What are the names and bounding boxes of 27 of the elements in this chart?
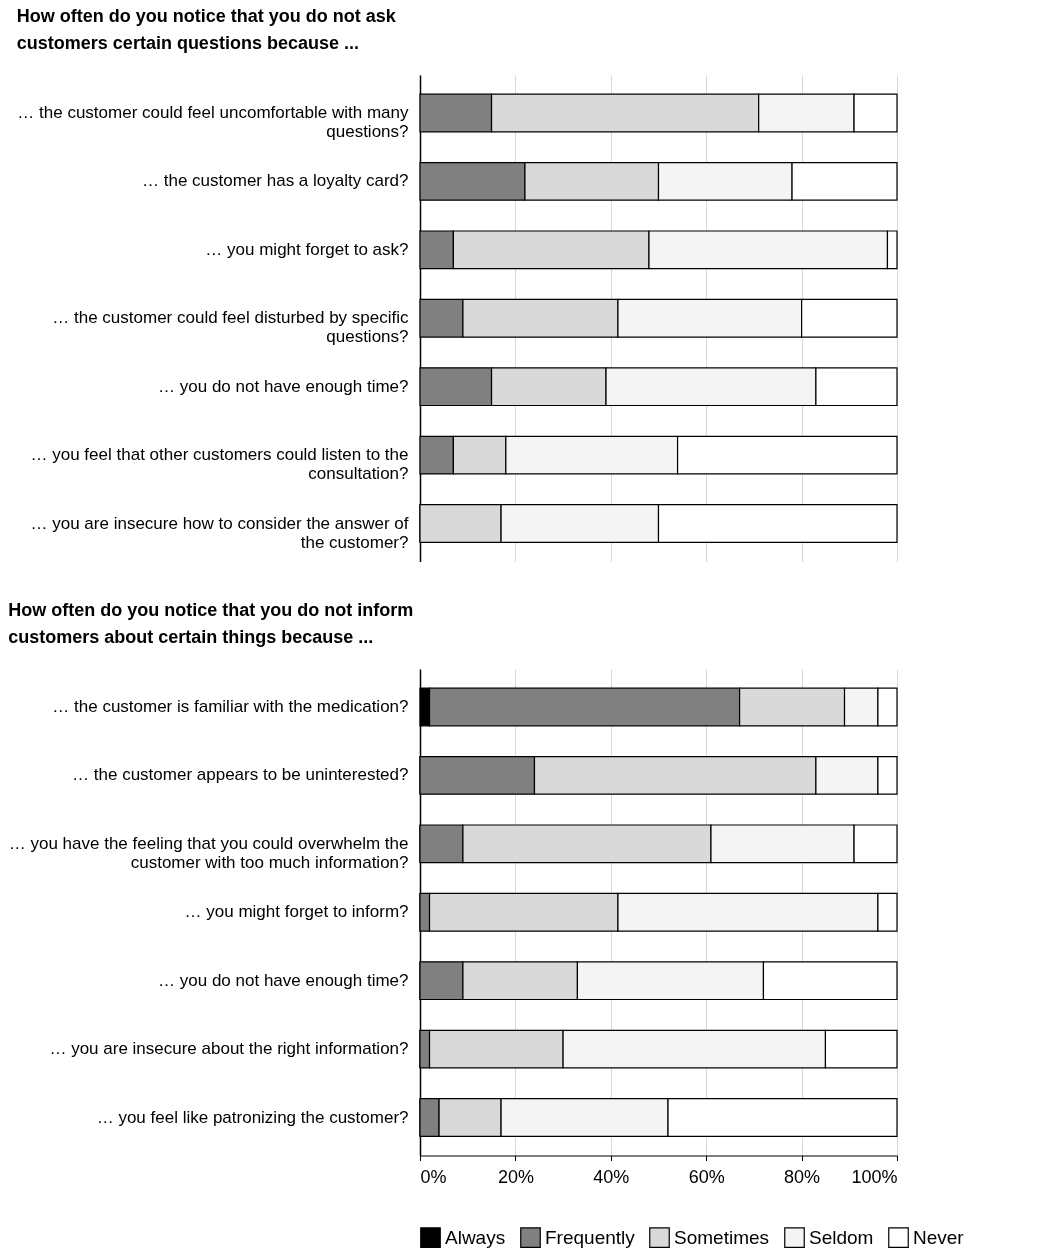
legend-label: Seldom — [809, 1226, 874, 1248]
legend-label: Sometimes — [674, 1226, 770, 1248]
y-tick-label: … you feel like patronizing the customer? — [96, 1107, 409, 1127]
y-tick-label: … you might forget to inform? — [184, 902, 409, 922]
y-tick-label: … you do not have enough time? — [158, 970, 409, 990]
legend-label: Always — [445, 1226, 506, 1248]
y-tick-label: … the customer could feel disturbed by specific questions? — [52, 308, 409, 347]
x-tick-label: 80% — [784, 1167, 821, 1187]
text: How often do you notice that you do not ask customers certain questions because ... — [16, 6, 397, 53]
y-tick-label: … you feel that other customers could listen to the consultation? — [30, 445, 409, 484]
y-tick-label: … the customer is familiar with the medication? — [52, 696, 409, 716]
y-tick-label: … you do not have enough time? — [158, 376, 409, 396]
x-tick-label: 0% — [420, 1167, 447, 1187]
y-tick-label: … the customer appears to be uninterested? — [72, 765, 409, 785]
x-tick-label: 40% — [593, 1167, 630, 1187]
y-tick-label: … you are insecure about the right information? — [49, 1039, 409, 1059]
x-tick-label: 100% — [851, 1167, 898, 1187]
y-tick-label: … you might forget to ask? — [205, 239, 409, 259]
legend-label: Never — [913, 1226, 965, 1248]
y-tick-label: … the customer could feel uncomfortable with many questions? — [17, 102, 409, 141]
y-tick-label: … the customer has a loyalty card? — [142, 171, 409, 191]
y-tick-label: … you are insecure how to consider the answer of the customer? — [30, 513, 409, 552]
legend-label: Frequently — [545, 1226, 636, 1248]
x-tick-label: 60% — [688, 1167, 725, 1187]
text: How often do you notice that you do not inform customers about certain things because ... — [8, 600, 414, 647]
x-tick-label: 20% — [497, 1167, 534, 1187]
y-tick-label: … you have the feeling that you could overwhelm the customer with too much information? — [8, 833, 409, 872]
